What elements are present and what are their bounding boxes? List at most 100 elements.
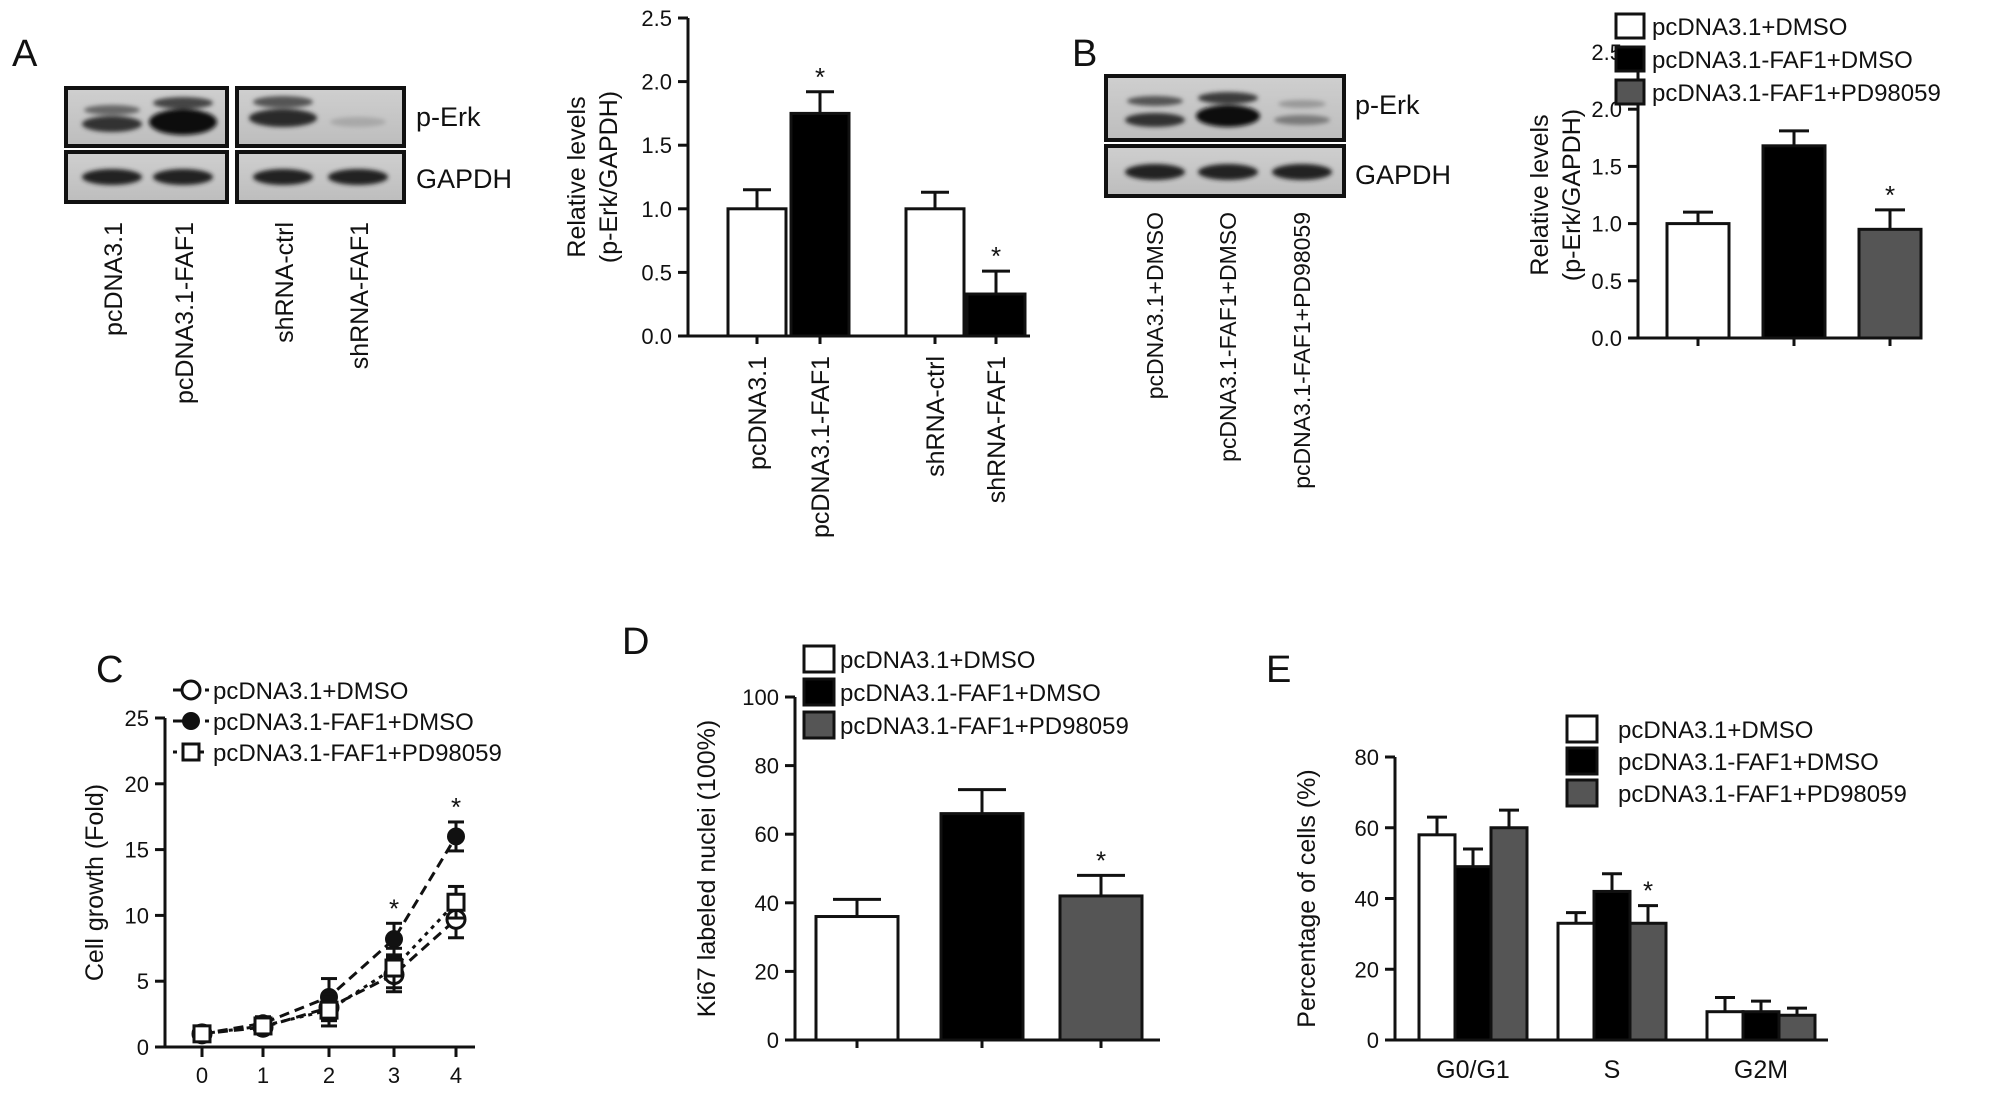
chart-c-point (385, 930, 403, 949)
chart-b-legend-label: pcDNA3.1-FAF1+DMSO (1652, 47, 1913, 74)
band-a-gapdh-lane3 (253, 169, 313, 185)
band-b-gapdh-lane2 (1198, 164, 1258, 180)
chart-a-significance-star: * (991, 241, 1001, 271)
chart-c-legend-label: pcDNA3.1+DMSO (213, 678, 408, 705)
chart-a-x-tick-label: shRNA-ctrl (922, 356, 950, 477)
chart-b-y-axis-title-line: Relative levels (1526, 114, 1554, 275)
chart-c-point (446, 892, 466, 912)
panel-a-blot: p-Erk GAPDH pcDNA3.1 pcDNA3.1-FAF1 shRNA… (64, 86, 512, 404)
band-a-perk-lane1-upper (84, 105, 140, 115)
chart-c-point (447, 827, 465, 846)
chart-c-significance-star: * (451, 792, 461, 822)
chart-d-legend-swatch (802, 710, 836, 740)
chart-c-x-tick-label: 4 (450, 1063, 462, 1088)
chart-c-x-tick-label: 1 (257, 1063, 269, 1088)
chart-e-bar (1777, 1013, 1817, 1042)
band-b-gapdh-lane3 (1272, 164, 1332, 180)
chart-b-y-axis-title: Relative levels (p-Erk/GAPDH) (1526, 109, 1586, 281)
band-a-perk-lane3 (249, 109, 317, 127)
chart-c-x-tick-label: 0 (196, 1063, 208, 1088)
chart-d-y-tick-label: 100 (742, 685, 779, 710)
band-b-perk-lane2-upper (1198, 92, 1258, 104)
blot-a-band-label-perk: p-Erk (416, 102, 481, 132)
chart-b-legend-swatch (1614, 45, 1646, 73)
chart-c-point (253, 1016, 273, 1036)
chart-c-x-tick-label: 3 (388, 1063, 400, 1088)
chart-c-legend-marker (180, 679, 202, 701)
blot-a-lane-label: pcDNA3.1-FAF1 (171, 222, 199, 404)
band-a-gapdh-lane4 (328, 169, 388, 185)
band-a-perk-lane1 (82, 116, 142, 132)
chart-a-bar (726, 207, 788, 338)
chart-c-y-axis-title: Cell growth (Fold) (81, 784, 109, 981)
chart-c-y-tick-label: 10 (125, 903, 149, 928)
chart-c-y-tick-label: 20 (125, 772, 149, 797)
band-b-perk-lane3-upper (1278, 100, 1326, 108)
chart-d-y-axis-title: Ki67 labeled nuclei (100%) (693, 720, 721, 1017)
chart-e-bar (1628, 921, 1668, 1042)
band-b-perk-lane2 (1196, 105, 1260, 127)
chart-a-bar (789, 111, 851, 338)
chart-a-x-tick-label: shRNA-FAF1 (983, 356, 1011, 503)
chart-d-bar (814, 915, 900, 1042)
chart-c-line: 0 5 10 15 20 25 0 1 2 3 4 * * Cell growth (Fold) pcDNA… (81, 678, 502, 1088)
chart-a-y-tick-label: 0.0 (641, 324, 672, 349)
chart-a-bar: 0.0 0.5 1.0 1.5 2.0 2.5 pcDNA3.1 * pcDNA3.1-FAF1… (563, 6, 1030, 538)
band-b-perk-lane1 (1125, 113, 1185, 127)
chart-b-significance-star: * (1885, 180, 1895, 210)
chart-e-bar (1592, 889, 1632, 1042)
band-a-gapdh-lane1 (82, 169, 142, 185)
chart-e-bar (1556, 921, 1596, 1042)
chart-b-legend-label: pcDNA3.1+DMSO (1652, 14, 1847, 41)
chart-c-y-tick-label: 15 (125, 838, 149, 863)
panel-c-letter: C (96, 649, 123, 691)
chart-e-legend-swatch (1565, 778, 1599, 808)
chart-e-y-tick-label: 40 (1355, 887, 1379, 912)
chart-e-x-tick-label: S (1604, 1056, 1621, 1084)
chart-c-legend-label: pcDNA3.1-FAF1+PD98059 (213, 740, 502, 767)
chart-e-legend-swatch (1565, 714, 1599, 744)
band-b-perk-lane1-upper (1127, 96, 1183, 106)
chart-a-significance-star: * (815, 62, 825, 92)
chart-c-legend-marker (181, 742, 201, 762)
blot-a-band-label-gapdh: GAPDH (416, 164, 512, 194)
chart-c-y-tick-label: 0 (137, 1035, 149, 1060)
chart-e-x-tick-label: G0/G1 (1436, 1056, 1510, 1084)
chart-b-legend-label: pcDNA3.1-FAF1+PD98059 (1652, 80, 1941, 107)
chart-e-significance-star: * (1643, 876, 1653, 906)
chart-d-y-tick-label: 20 (755, 959, 779, 984)
chart-b-y-tick-label: 0.5 (1591, 269, 1622, 294)
chart-a-y-tick-label: 1.5 (641, 133, 672, 158)
chart-e-bar (1489, 826, 1529, 1042)
chart-e-bar (1453, 865, 1493, 1042)
chart-e-grouped-bar: 0 20 40 60 80 G0/G1 * S G2M Percentage of cells (… (1293, 714, 1907, 1084)
blot-a-lane-label: pcDNA3.1 (100, 222, 128, 336)
band-b-gapdh-lane1 (1125, 164, 1185, 180)
blot-b-band-label-gapdh: GAPDH (1355, 160, 1451, 190)
chart-a-y-tick-label: 0.5 (641, 260, 672, 285)
chart-d-bar (1058, 894, 1144, 1042)
chart-e-bar (1705, 1010, 1745, 1042)
chart-d-legend-swatch (802, 644, 836, 674)
chart-b-y-tick-label: 1.5 (1591, 154, 1622, 179)
chart-c-legend-marker (182, 712, 200, 730)
chart-c-y-tick-label: 5 (137, 969, 149, 994)
chart-b-y-tick-label: 1.0 (1591, 212, 1622, 237)
chart-e-bar (1741, 1010, 1781, 1042)
chart-e-y-tick-label: 20 (1355, 957, 1379, 982)
chart-c-point (319, 1000, 339, 1020)
chart-c-point (192, 1024, 212, 1044)
chart-e-legend-label: pcDNA3.1-FAF1+PD98059 (1618, 781, 1907, 808)
chart-b-legend-swatch (1614, 12, 1646, 40)
band-a-perk-lane2-upper (153, 97, 213, 109)
chart-d-legend-label: pcDNA3.1-FAF1+PD98059 (840, 713, 1129, 740)
chart-d-legend-label: pcDNA3.1-FAF1+DMSO (840, 680, 1101, 707)
chart-e-x-tick-label: G2M (1734, 1056, 1788, 1084)
chart-d-significance-star: * (1096, 845, 1106, 875)
chart-c-x-tick-label: 2 (323, 1063, 335, 1088)
band-b-perk-lane3 (1274, 115, 1330, 125)
chart-d-y-tick-label: 60 (755, 822, 779, 847)
chart-d-y-tick-label: 40 (755, 891, 779, 916)
chart-e-y-axis-title: Percentage of cells (%) (1293, 769, 1321, 1027)
chart-a-y-tick-label: 2.5 (641, 6, 672, 31)
